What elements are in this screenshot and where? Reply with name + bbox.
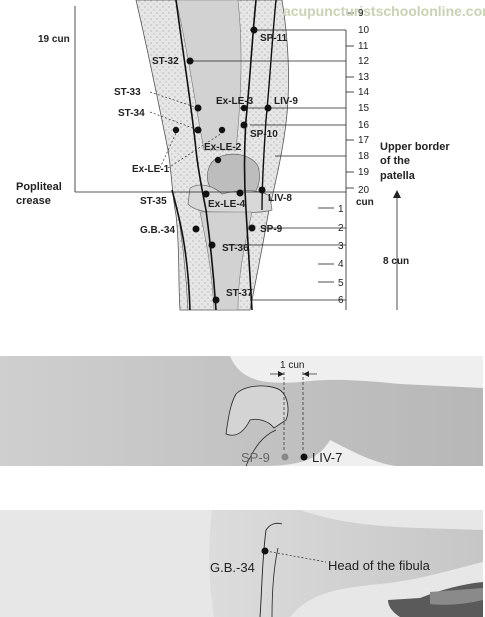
scale-8-cun: 8 cun (383, 256, 409, 267)
point-st33 (194, 104, 202, 112)
tick-20: 20 (358, 185, 370, 196)
tick-9: 9 (358, 8, 364, 19)
patella-label-3: patella (380, 170, 416, 182)
photo1-label-liv7: LIV-7 (312, 450, 342, 465)
scale-ticks (318, 12, 354, 283)
point-liv8 (258, 186, 266, 194)
photo2-point-gb34 (261, 547, 269, 555)
label-gb34: G.B.-34 (140, 225, 175, 236)
tick-b6: 6 (338, 295, 344, 306)
scale-cun-unit: cun (356, 197, 374, 208)
label-st32: ST-32 (152, 56, 179, 67)
label-st33: ST-33 (114, 87, 141, 98)
meridian-liver (261, 0, 277, 211)
point-sp11 (250, 26, 258, 34)
point-st35 (202, 190, 210, 198)
tick-14: 14 (358, 87, 370, 98)
watermark: acupuncturistschoolonline.com (283, 3, 485, 19)
label-st36: ST-36 (222, 243, 249, 254)
label-st35: ST-35 (140, 196, 167, 207)
label-liv9: LIV-9 (274, 96, 298, 107)
tick-11: 11 (358, 41, 369, 52)
photo1-point-liv7 (300, 453, 308, 461)
measurement-scale (74, 6, 398, 310)
tick-18: 18 (358, 151, 370, 162)
leg-illustration (135, 0, 289, 311)
meridian-spleen (243, 0, 257, 311)
meridian-stomach (175, 0, 217, 311)
tick-b1: 1 (338, 204, 344, 215)
label-st37: ST-37 (226, 288, 253, 299)
patella-label-1: Upper border (380, 141, 450, 153)
point-sp10 (240, 121, 248, 129)
label-exle4: Ex-LE-4 (208, 199, 246, 210)
tick-b2: 2 (338, 223, 344, 234)
meridian-gallbladder (171, 189, 191, 311)
label-exle1: Ex-LE-1 (132, 164, 170, 175)
label-sp9: SP-9 (260, 224, 283, 235)
tick-17: 17 (358, 135, 370, 146)
tick-13: 13 (358, 72, 370, 83)
leader-lines (149, 91, 223, 169)
patella-label-2: of the (380, 155, 410, 167)
photo-medial-knee (0, 356, 483, 467)
point-exle2-b (214, 156, 222, 164)
photo2-label-gb34: G.B.-34 (210, 560, 255, 575)
point-exle1 (172, 126, 180, 134)
popliteal-label-1: Popliteal (16, 181, 62, 193)
tick-b3: 3 (338, 241, 344, 252)
popliteal-label-2: crease (16, 195, 51, 207)
femur-shaft (175, 0, 242, 151)
point-exle3 (240, 104, 248, 112)
tick-19: 19 (358, 167, 370, 178)
photo1-label-sp9: SP-9 (241, 450, 270, 465)
point-st36 (208, 241, 216, 249)
label-exle3: Ex-LE-3 (216, 96, 254, 107)
photo-lateral-knee (0, 510, 483, 617)
arrow-up-patella (393, 190, 401, 198)
tick-b5: 5 (338, 278, 344, 289)
point-exle2-a (218, 126, 226, 134)
tick-15: 15 (358, 103, 370, 114)
tick-12: 12 (358, 56, 370, 67)
tick-10: 10 (358, 25, 370, 36)
label-sp11: SP-11 (260, 33, 288, 44)
label-sp10: SP-10 (250, 129, 278, 140)
label-st34: ST-34 (118, 108, 145, 119)
photo2-label-fibula: Head of the fibula (328, 558, 431, 573)
acupoint-markers (172, 26, 272, 304)
label-exle2: Ex-LE-2 (204, 142, 242, 153)
scale-19-cun: 19 cun (38, 34, 70, 45)
photo1-measure-label: 1 cun (280, 360, 304, 371)
point-sp9 (248, 224, 256, 232)
tick-b4: 4 (338, 259, 344, 270)
point-gb34 (192, 225, 200, 233)
point-st37 (212, 296, 220, 304)
label-liv8: LIV-8 (268, 193, 292, 204)
tick-16: 16 (358, 120, 370, 131)
point-liv9 (264, 104, 272, 112)
point-exle4 (236, 189, 244, 197)
photo1-point-sp9 (281, 453, 289, 461)
point-st34 (194, 126, 202, 134)
point-st32 (186, 57, 194, 65)
